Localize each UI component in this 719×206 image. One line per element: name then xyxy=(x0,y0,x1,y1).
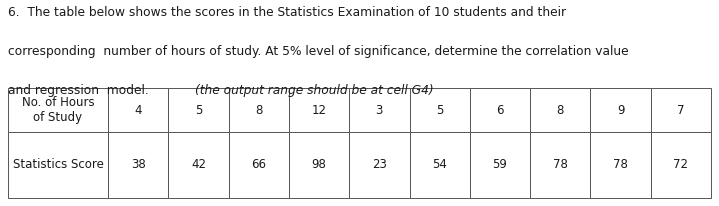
Text: 4: 4 xyxy=(134,103,142,117)
Bar xyxy=(349,132,410,198)
Bar xyxy=(349,88,410,132)
Text: 23: 23 xyxy=(372,158,387,172)
Text: 66: 66 xyxy=(251,158,266,172)
Bar xyxy=(530,132,590,198)
Bar xyxy=(8,88,108,132)
Bar xyxy=(8,132,108,198)
Bar xyxy=(229,132,289,198)
Bar xyxy=(229,88,289,132)
Bar xyxy=(410,88,470,132)
Text: 3: 3 xyxy=(375,103,383,117)
Bar xyxy=(108,132,168,198)
Text: 5: 5 xyxy=(436,103,444,117)
Text: 6.  The table below shows the scores in the Statistics Examination of 10 student: 6. The table below shows the scores in t… xyxy=(8,6,566,19)
Text: 78: 78 xyxy=(553,158,568,172)
Text: 72: 72 xyxy=(674,158,688,172)
Text: 38: 38 xyxy=(131,158,145,172)
Bar xyxy=(590,132,651,198)
Bar xyxy=(168,132,229,198)
Text: 6: 6 xyxy=(496,103,504,117)
Text: 9: 9 xyxy=(617,103,624,117)
Text: (the output range should be at cell G4): (the output range should be at cell G4) xyxy=(195,84,434,97)
Text: 59: 59 xyxy=(493,158,508,172)
Text: 8: 8 xyxy=(557,103,564,117)
Text: 7: 7 xyxy=(677,103,684,117)
Text: 8: 8 xyxy=(255,103,262,117)
Text: 5: 5 xyxy=(195,103,202,117)
Bar xyxy=(289,88,349,132)
Bar xyxy=(108,88,168,132)
Bar xyxy=(410,132,470,198)
Bar xyxy=(651,88,711,132)
Text: and regression  model.: and regression model. xyxy=(8,84,152,97)
Text: 98: 98 xyxy=(311,158,326,172)
Text: corresponding  number of hours of study. At 5% level of significance, determine : corresponding number of hours of study. … xyxy=(8,45,628,58)
Bar xyxy=(530,88,590,132)
Bar xyxy=(470,132,530,198)
Text: Statistics Score: Statistics Score xyxy=(12,158,104,172)
Bar xyxy=(168,88,229,132)
Text: 42: 42 xyxy=(191,158,206,172)
Bar xyxy=(289,132,349,198)
Text: 54: 54 xyxy=(432,158,447,172)
Text: 78: 78 xyxy=(613,158,628,172)
Text: 12: 12 xyxy=(311,103,326,117)
Text: No. of Hours
of Study: No. of Hours of Study xyxy=(22,96,94,124)
Bar xyxy=(470,88,530,132)
Bar xyxy=(590,88,651,132)
Bar xyxy=(651,132,711,198)
